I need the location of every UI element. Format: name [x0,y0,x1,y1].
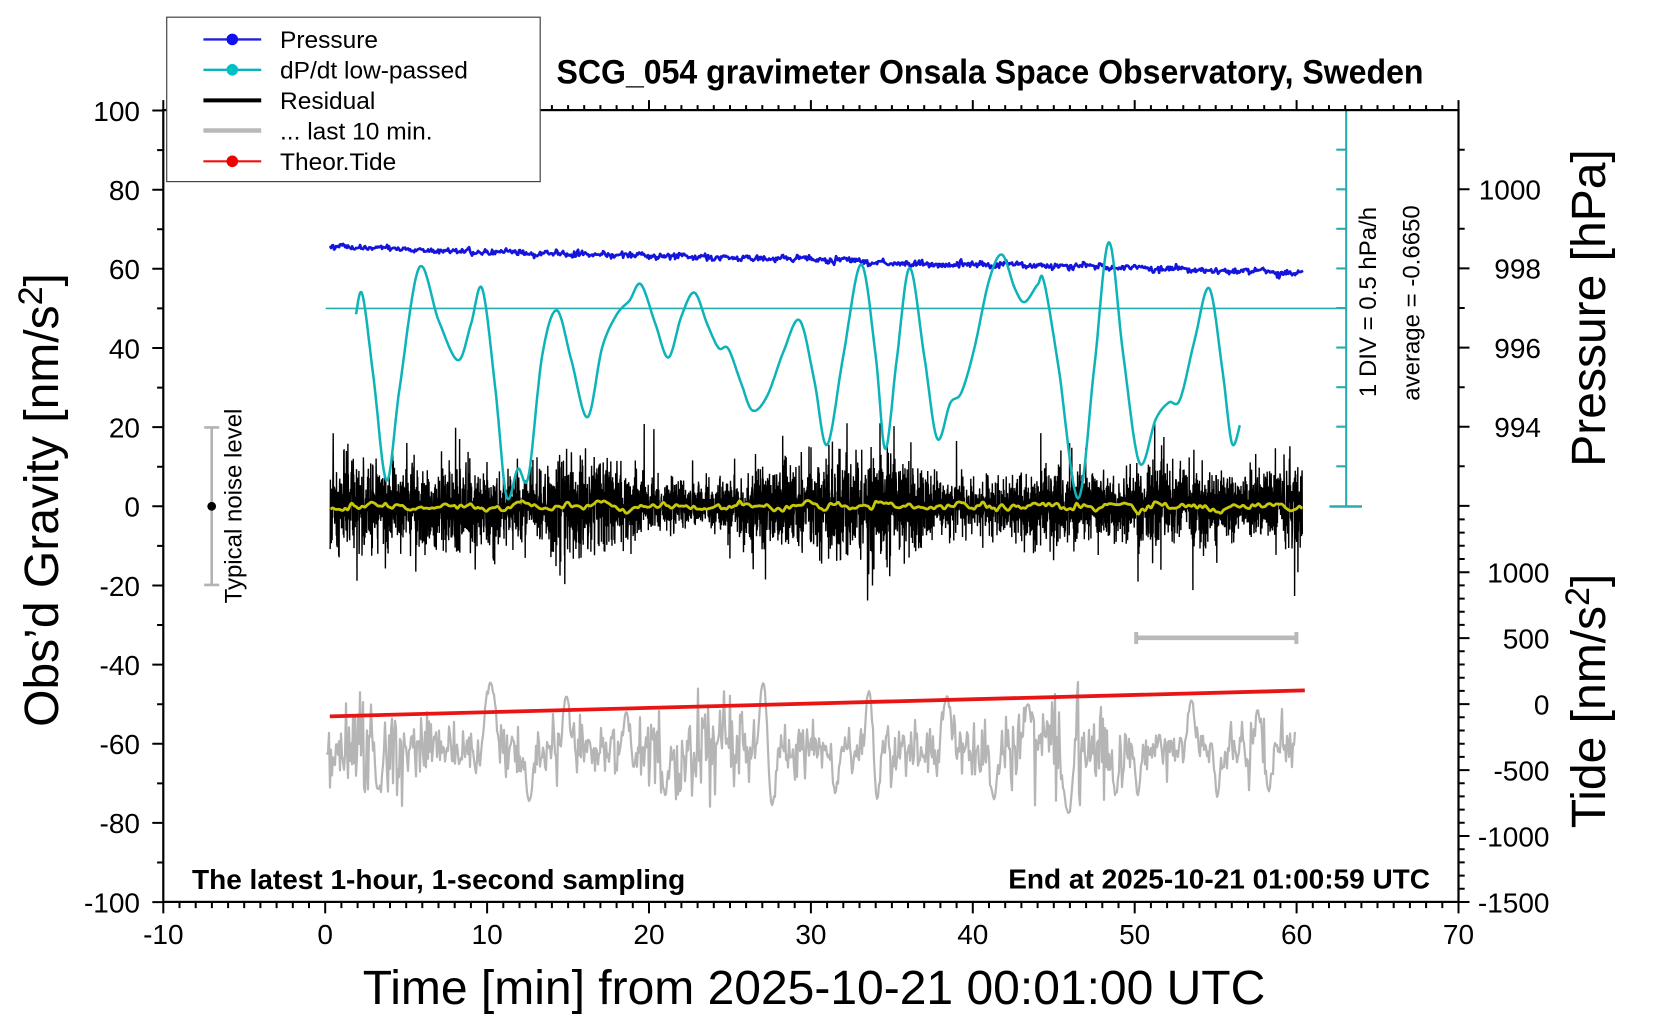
svg-text:80: 80 [109,175,140,206]
svg-text:1 DIV = 0.5 hPa/h: 1 DIV = 0.5 hPa/h [1355,207,1382,397]
svg-text:60: 60 [109,254,140,285]
svg-text:-60: -60 [100,729,140,760]
svg-text:-80: -80 [100,808,140,839]
svg-text:Tide [nm/s2]: Tide [nm/s2] [1559,574,1616,829]
svg-text:-20: -20 [100,571,140,602]
svg-text:SCG_054 gravimeter Onsala Spac: SCG_054 gravimeter Onsala Space Observat… [557,54,1424,92]
svg-text:1000: 1000 [1479,175,1541,206]
svg-text:60: 60 [1281,919,1312,950]
svg-text:998: 998 [1494,254,1541,285]
svg-text:dP/dt low-passed: dP/dt low-passed [280,58,468,85]
svg-text:-40: -40 [100,650,140,681]
svg-text:-100: -100 [84,887,140,918]
svg-text:The latest 1-hour, 1-second sa: The latest 1-hour, 1-second sampling [192,864,685,895]
svg-text:-1500: -1500 [1478,887,1550,918]
svg-text:40: 40 [109,333,140,364]
svg-text:-10: -10 [143,919,183,950]
svg-text:Obs’d Gravity [nm/s2]: Obs’d Gravity [nm/s2] [12,273,69,727]
svg-text:20: 20 [109,412,140,443]
svg-text:0: 0 [1534,689,1550,720]
svg-text:-1000: -1000 [1478,821,1550,852]
svg-text:-500: -500 [1493,755,1549,786]
svg-text:30: 30 [795,919,826,950]
svg-text:Theor.Tide: Theor.Tide [280,149,396,176]
svg-text:500: 500 [1503,623,1550,654]
svg-text:Residual: Residual [280,88,375,115]
svg-text:Pressure [hPa]: Pressure [hPa] [1563,149,1616,466]
svg-text:0: 0 [317,919,333,950]
svg-text:70: 70 [1443,919,1474,950]
svg-text:Pressure: Pressure [280,27,378,54]
svg-text:100: 100 [93,96,140,127]
svg-text:End at 2025-10-21 01:00:59 UTC: End at 2025-10-21 01:00:59 UTC [1008,864,1430,895]
svg-text:996: 996 [1494,333,1541,364]
svg-text:0: 0 [124,492,140,523]
svg-text:... last 10 min.: ... last 10 min. [280,118,433,145]
svg-text:40: 40 [957,919,988,950]
svg-text:994: 994 [1494,412,1541,443]
svg-text:Typical noise level: Typical noise level [221,409,248,604]
svg-text:10: 10 [472,919,503,950]
svg-text:average = -0.6650: average = -0.6650 [1399,205,1426,400]
svg-text:Time [min] from 2025-10-21 00:: Time [min] from 2025-10-21 00:01:00 UTC [363,962,1266,1015]
svg-text:1000: 1000 [1487,558,1549,589]
svg-text:20: 20 [633,919,664,950]
svg-text:50: 50 [1119,919,1150,950]
